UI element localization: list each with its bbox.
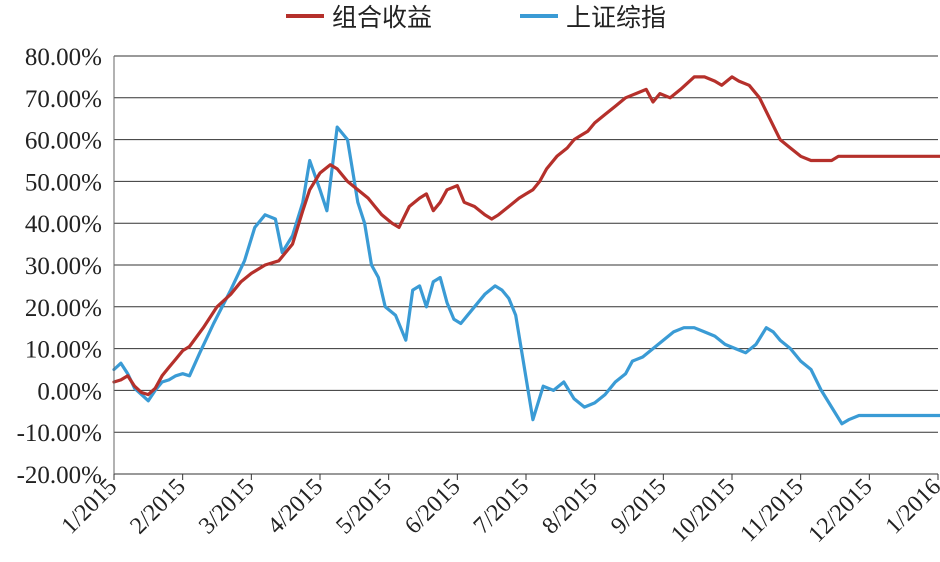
y-tick-label: 10.00% xyxy=(25,337,102,364)
y-tick-label: 60.00% xyxy=(25,128,102,155)
x-tick-label: 1/2016 xyxy=(881,474,940,540)
x-tick-label: 3/2015 xyxy=(194,474,260,540)
y-tick-label: 0.00% xyxy=(37,378,102,405)
legend-label-portfolio: 组合收益 xyxy=(332,3,432,32)
y-tick-label: 80.00% xyxy=(25,44,102,71)
x-tick-label: 10/2015 xyxy=(666,474,740,548)
x-tick-label: 8/2015 xyxy=(537,474,603,540)
y-tick-label: 50.00% xyxy=(25,169,102,196)
x-tick-label: 5/2015 xyxy=(331,474,397,540)
x-tick-label: 9/2015 xyxy=(606,474,672,540)
x-tick-label: 7/2015 xyxy=(469,474,535,540)
y-tick-label: -10.00% xyxy=(17,420,102,447)
x-tick-label: 11/2015 xyxy=(736,474,809,547)
y-tick-label: 70.00% xyxy=(25,86,102,113)
legend-label-index: 上证综指 xyxy=(566,3,666,32)
series-line-portfolio xyxy=(112,75,940,397)
x-tick-label: 2/2015 xyxy=(125,474,191,540)
series-line-index xyxy=(112,125,940,426)
x-tick-label: 6/2015 xyxy=(400,474,466,540)
y-tick-label: 40.00% xyxy=(25,211,102,238)
y-tick-label: 20.00% xyxy=(25,295,102,322)
x-tick-label: 12/2015 xyxy=(804,474,878,548)
y-tick-label: -20.00% xyxy=(17,462,102,489)
y-tick-label: 30.00% xyxy=(25,253,102,280)
legend: 组合收益 上证综指 xyxy=(286,3,666,32)
x-tick-label: 4/2015 xyxy=(263,474,329,540)
